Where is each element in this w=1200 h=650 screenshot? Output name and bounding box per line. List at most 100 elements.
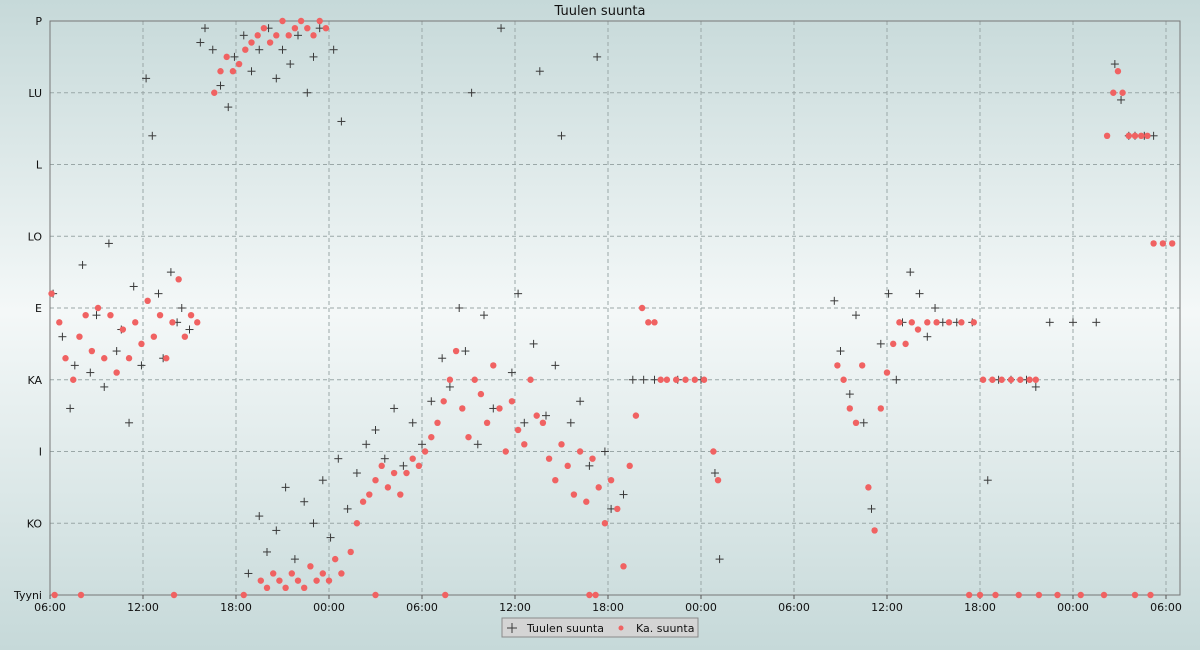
x-tick-label: 06:00	[778, 601, 810, 614]
y-tick-label: KO	[27, 517, 43, 530]
data-point-tuulen-suunta	[399, 461, 408, 470]
data-point-ka-suunta	[88, 347, 96, 355]
data-point-ka-suunta	[614, 505, 621, 513]
data-point-ka-suunta	[235, 60, 243, 68]
data-point-tuulen-suunta	[876, 339, 885, 348]
data-point-tuulen-suunta	[112, 347, 121, 356]
data-point-ka-suunta	[945, 319, 953, 326]
data-point-tuulen-suunta	[326, 533, 335, 542]
data-point-ka-suunta	[1125, 132, 1133, 139]
data-point-tuulen-suunta	[715, 555, 724, 564]
data-point-ka-suunta	[924, 319, 931, 326]
data-point-ka-suunta	[313, 577, 320, 584]
data-point-ka-suunta	[1159, 240, 1167, 247]
data-point-ka-suunta	[576, 448, 584, 455]
data-point-ka-suunta	[304, 24, 311, 32]
y-tick-label: LU	[28, 87, 42, 100]
data-point-tuulen-suunta	[507, 368, 516, 377]
legend: Tuulen suunta Ka. suunta	[501, 617, 699, 638]
data-point-tuulen-suunta	[1045, 318, 1054, 327]
series-tuulen-suunta	[49, 24, 1158, 578]
x-axis: 06:00 12:00 18:00 00:00 06:00 12:00 18:00 00:00…	[34, 595, 1182, 614]
data-point-tuulen-suunta	[154, 289, 163, 298]
data-point-ka-suunta	[1100, 591, 1108, 599]
data-point-tuulen-suunta	[148, 131, 157, 140]
data-point-ka-suunta	[710, 448, 717, 455]
data-point-tuulen-suunta	[290, 555, 299, 564]
legend-marker-ka-suunta-icon	[618, 625, 624, 631]
data-point-tuulen-suunta	[104, 239, 113, 248]
data-point-ka-suunta	[570, 491, 578, 498]
data-point-tuulen-suunta	[255, 45, 264, 54]
data-point-ka-suunta	[970, 319, 977, 326]
data-point-ka-suunta	[714, 477, 722, 484]
data-point-tuulen-suunta	[892, 375, 901, 384]
data-point-ka-suunta	[1032, 376, 1040, 383]
data-point-ka-suunta	[1077, 591, 1084, 599]
data-point-tuulen-suunta	[125, 418, 134, 427]
data-point-ka-suunta	[359, 498, 367, 505]
data-point-ka-suunta	[1110, 89, 1117, 96]
data-point-ka-suunta	[403, 469, 410, 477]
data-point-tuulen-suunta	[300, 497, 309, 506]
data-point-ka-suunta	[552, 477, 559, 484]
data-point-ka-suunta	[871, 527, 878, 534]
data-point-ka-suunta	[347, 548, 354, 556]
data-point-tuulen-suunta	[418, 440, 426, 449]
data-point-ka-suunta	[119, 326, 127, 333]
data-point-ka-suunta	[682, 376, 689, 383]
data-point-tuulen-suunta	[92, 311, 101, 320]
data-point-ka-suunta	[1103, 132, 1111, 139]
data-point-ka-suunta	[107, 311, 114, 319]
data-point-tuulen-suunta	[281, 483, 290, 492]
data-point-tuulen-suunta	[867, 504, 876, 513]
y-tick-label: I	[39, 446, 42, 459]
data-point-ka-suunta	[310, 32, 317, 39]
data-point-tuulen-suunta	[390, 404, 399, 413]
data-point-tuulen-suunta	[1031, 382, 1040, 391]
data-point-ka-suunta	[366, 491, 373, 498]
data-point-tuulen-suunta	[915, 289, 924, 298]
data-point-ka-suunta	[294, 577, 302, 584]
data-point-ka-suunta	[933, 319, 940, 326]
data-point-ka-suunta	[175, 276, 182, 283]
data-point-tuulen-suunta	[467, 88, 476, 97]
x-tick-label: 00:00	[1057, 601, 1089, 614]
data-point-tuulen-suunta	[497, 24, 506, 33]
data-point-ka-suunta	[958, 319, 965, 326]
data-point-ka-suunta	[353, 520, 361, 527]
data-point-ka-suunta	[77, 591, 85, 599]
data-point-ka-suunta	[896, 319, 903, 326]
data-point-tuulen-suunta	[100, 382, 109, 391]
plot-frame	[49, 20, 1181, 596]
data-point-ka-suunta	[446, 376, 454, 383]
data-point-ka-suunta	[545, 455, 553, 462]
data-point-tuulen-suunta	[244, 569, 253, 578]
data-point-ka-suunta	[657, 376, 664, 383]
data-point-tuulen-suunta	[380, 454, 389, 463]
data-point-tuulen-suunta	[566, 418, 575, 427]
y-axis: Tyyni KO I KA E LO L LU P	[13, 15, 43, 602]
data-point-tuulen-suunta	[78, 260, 87, 269]
data-point-ka-suunta	[285, 32, 292, 39]
data-point-ka-suunta	[539, 419, 547, 426]
data-point-ka-suunta	[834, 362, 841, 369]
data-point-ka-suunta	[651, 319, 658, 326]
data-point-ka-suunta	[914, 326, 922, 333]
data-point-tuulen-suunta	[628, 375, 637, 384]
x-tick-label: 12:00	[871, 601, 903, 614]
data-point-ka-suunta	[181, 333, 189, 340]
data-point-tuulen-suunta	[247, 67, 256, 76]
data-point-ka-suunta	[992, 591, 999, 599]
data-point-ka-suunta	[645, 319, 652, 326]
data-point-ka-suunta	[150, 333, 158, 340]
data-point-ka-suunta	[533, 412, 540, 419]
data-point-ka-suunta	[187, 311, 195, 319]
data-point-ka-suunta	[125, 355, 133, 362]
data-point-ka-suunta	[266, 39, 274, 46]
data-point-ka-suunta	[700, 376, 708, 383]
data-point-ka-suunta	[890, 340, 897, 348]
data-point-ka-suunta	[965, 591, 973, 599]
data-point-ka-suunta	[257, 577, 264, 584]
data-point-tuulen-suunta	[520, 418, 529, 427]
